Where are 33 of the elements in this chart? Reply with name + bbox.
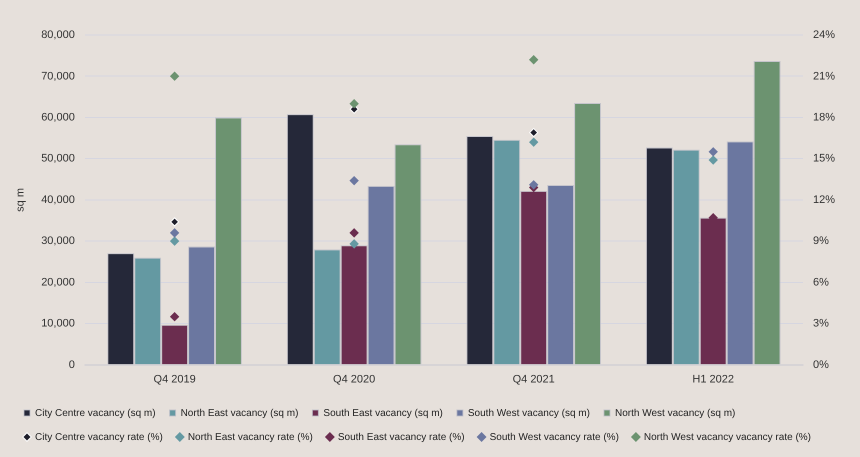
y2-tick-label: 18% [812, 111, 836, 124]
x-tick-label: H1 2022 [692, 373, 734, 386]
x-tick-label: Q4 2019 [154, 373, 196, 386]
legend-label: North East vacancy rate (%) [188, 432, 313, 443]
legend-label: South West vacancy (sq m) [468, 408, 590, 419]
y-tick-label: 40,000 [41, 194, 75, 206]
y-tick-label: 20,000 [41, 276, 75, 288]
y-axis-title: sq m [14, 188, 27, 212]
legend-label: City Centre vacancy (sq m) [35, 408, 156, 419]
legend-label: North West vacancy vacancy rate (%) [644, 432, 812, 443]
legend-label: North East vacancy (sq m) [180, 408, 298, 419]
y2-tick-label: 6% [812, 276, 830, 288]
legend-label: City Centre vacancy rate (%) [35, 432, 163, 443]
legend-label: North West vacancy (sq m) [614, 408, 736, 419]
x-tick-label: Q4 2020 [333, 373, 376, 386]
y-tick-label: 30,000 [41, 235, 75, 248]
y-tick-label: 60,000 [41, 111, 75, 124]
y2-tick-label: 12% [812, 194, 836, 206]
legend-label: South East vacancy (sq m) [323, 408, 443, 419]
legend-label: South West vacancy rate (%) [490, 432, 619, 443]
x-tick-label: Q4 2021 [512, 373, 555, 386]
y-tick-label: 70,000 [41, 70, 75, 82]
y2-tick-label: 0% [812, 358, 830, 371]
y-tick-label: 80,000 [41, 29, 75, 42]
y2-tick-label: 24% [812, 29, 836, 42]
y2-tick-label: 15% [812, 152, 836, 165]
y2-tick-label: 3% [812, 318, 830, 330]
legend-label: South East vacancy rate (%) [338, 432, 465, 443]
y2-tick-label: 9% [812, 235, 830, 248]
y-tick-label: 50,000 [41, 152, 75, 165]
y-tick-label: 10,000 [41, 318, 75, 330]
y2-tick-label: 21% [812, 70, 836, 82]
y-tick-label: 0 [68, 358, 75, 371]
